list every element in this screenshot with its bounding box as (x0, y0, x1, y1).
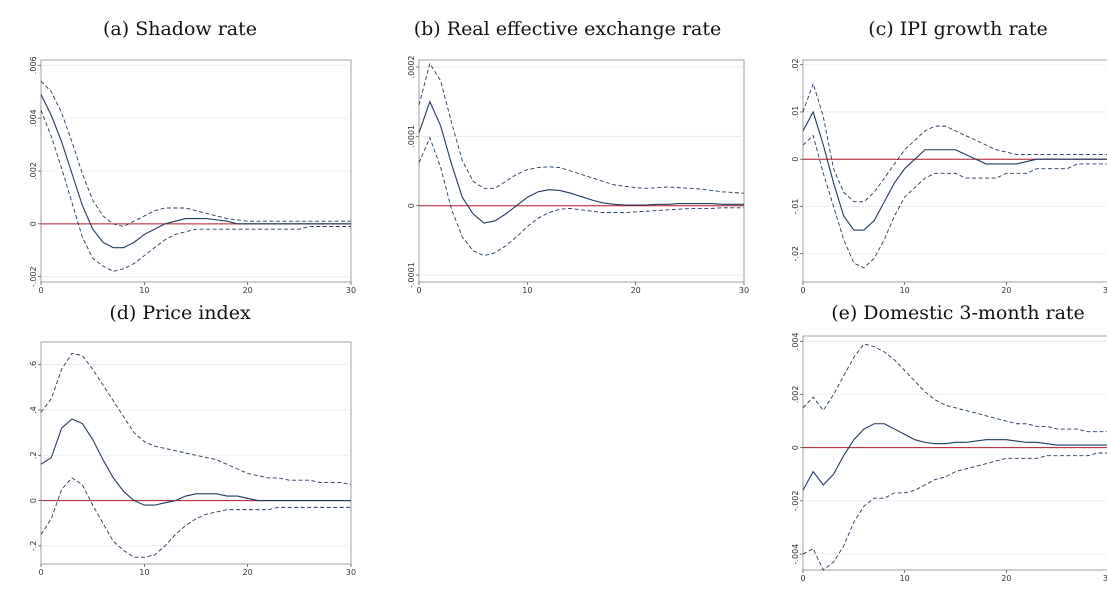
y-tick-label: .0002 (407, 55, 416, 78)
chart-title: (e) Domestic 3-month rate (831, 302, 1085, 324)
y-tick-label: -.02 (791, 246, 800, 262)
x-tick-label: 20 (243, 568, 253, 577)
y-tick-label: .002 (29, 162, 38, 180)
irf-line (802, 423, 1107, 491)
y-tick-label: 0 (29, 221, 38, 226)
plot-frame (418, 59, 745, 283)
y-tick-label: .0001 (407, 125, 416, 148)
y-tick-label: .01 (791, 106, 800, 119)
plot-frame (40, 341, 352, 565)
panel-ipi-growth-rate: (c) IPI growth rate -.02 -.01 0 .01 .02 0 10 20… (775, 10, 1107, 295)
x-tick-label: 20 (1001, 574, 1011, 583)
x-tick-label: 0 (416, 286, 421, 295)
x-tick-label: 20 (243, 286, 253, 295)
panel-domestic-3-month-rate: (e) Domestic 3-month rate -.004 -.002 0 .00… (775, 300, 1107, 590)
plot-frame (802, 335, 1107, 571)
x-tick-label: 30 (739, 286, 749, 295)
irf-line (40, 94, 351, 249)
x-tick-label: 30 (1103, 286, 1107, 295)
y-tick-label: .02 (791, 58, 800, 71)
confidence-band-line (40, 477, 351, 558)
chart-plot: -.2 0 .2 .4 .6 0 10 20 30 (29, 341, 356, 577)
x-tick-label: 0 (38, 568, 43, 577)
chart-plot: -.02 -.01 0 .01 .02 0 10 20 30 (791, 58, 1107, 295)
y-tick-label: 0 (791, 157, 800, 162)
y-tick-label: -.01 (791, 199, 800, 215)
chart-plot: -.004 -.002 0 .002 .004 0 10 20 30 (791, 332, 1107, 583)
x-tick-label: 30 (1103, 574, 1107, 583)
confidence-band-line (418, 136, 744, 257)
x-tick-label: 30 (346, 286, 356, 295)
y-tick-label: 0 (407, 203, 416, 208)
x-tick-label: 10 (522, 286, 532, 295)
y-tick-label: -.002 (791, 491, 800, 512)
panel-price-index: (d) Price index -.2 0 .2 .4 .6 0 10 20 30 (5, 300, 356, 590)
x-tick-label: 10 (139, 568, 149, 577)
y-tick-label: 0 (791, 445, 800, 450)
x-tick-label: 20 (1001, 286, 1011, 295)
panel-real-effective-exchange-rate: (b) Real effective exchange rate -.0001 0… (385, 10, 750, 295)
y-tick-label: .004 (29, 109, 38, 127)
confidence-band-line (802, 134, 1107, 269)
x-tick-label: 0 (800, 574, 805, 583)
y-tick-label: -.2 (29, 541, 38, 552)
y-tick-label: .6 (29, 361, 38, 369)
y-tick-label: .004 (791, 332, 800, 350)
confidence-band-line (40, 110, 351, 272)
irf-line (40, 418, 351, 506)
x-tick-label: 10 (900, 574, 910, 583)
chart-title: (a) Shadow rate (103, 18, 257, 40)
y-tick-label: .006 (29, 56, 38, 74)
chart-title: (b) Real effective exchange rate (413, 18, 722, 40)
chart-title: (d) Price index (109, 302, 251, 324)
confidence-band-line (40, 80, 351, 227)
chart-title: (c) IPI growth rate (868, 18, 1048, 40)
x-tick-label: 30 (346, 568, 356, 577)
y-tick-label: -.0001 (407, 262, 416, 288)
x-tick-label: 10 (900, 286, 910, 295)
confidence-band-line (802, 82, 1107, 203)
irf-line (802, 110, 1107, 231)
confidence-band-line (802, 452, 1107, 571)
irf-line (418, 100, 744, 224)
y-tick-label: -.004 (791, 544, 800, 565)
x-tick-label: 10 (139, 286, 149, 295)
y-tick-label: .002 (791, 386, 800, 404)
y-tick-label: -.002 (29, 266, 38, 287)
y-tick-label: .2 (29, 451, 38, 459)
panel-shadow-rate: (a) Shadow rate -.002 0.002.004.006 0 10 20 3… (5, 10, 356, 295)
y-tick-label: 0 (29, 498, 38, 503)
plot-frame (802, 59, 1107, 283)
confidence-band-line (40, 352, 352, 486)
y-tick-label: .4 (29, 406, 38, 414)
x-tick-label: 0 (800, 286, 805, 295)
confidence-band-line (802, 343, 1107, 433)
confidence-band-line (418, 62, 745, 194)
x-tick-label: 20 (631, 286, 641, 295)
x-tick-label: 0 (38, 286, 43, 295)
